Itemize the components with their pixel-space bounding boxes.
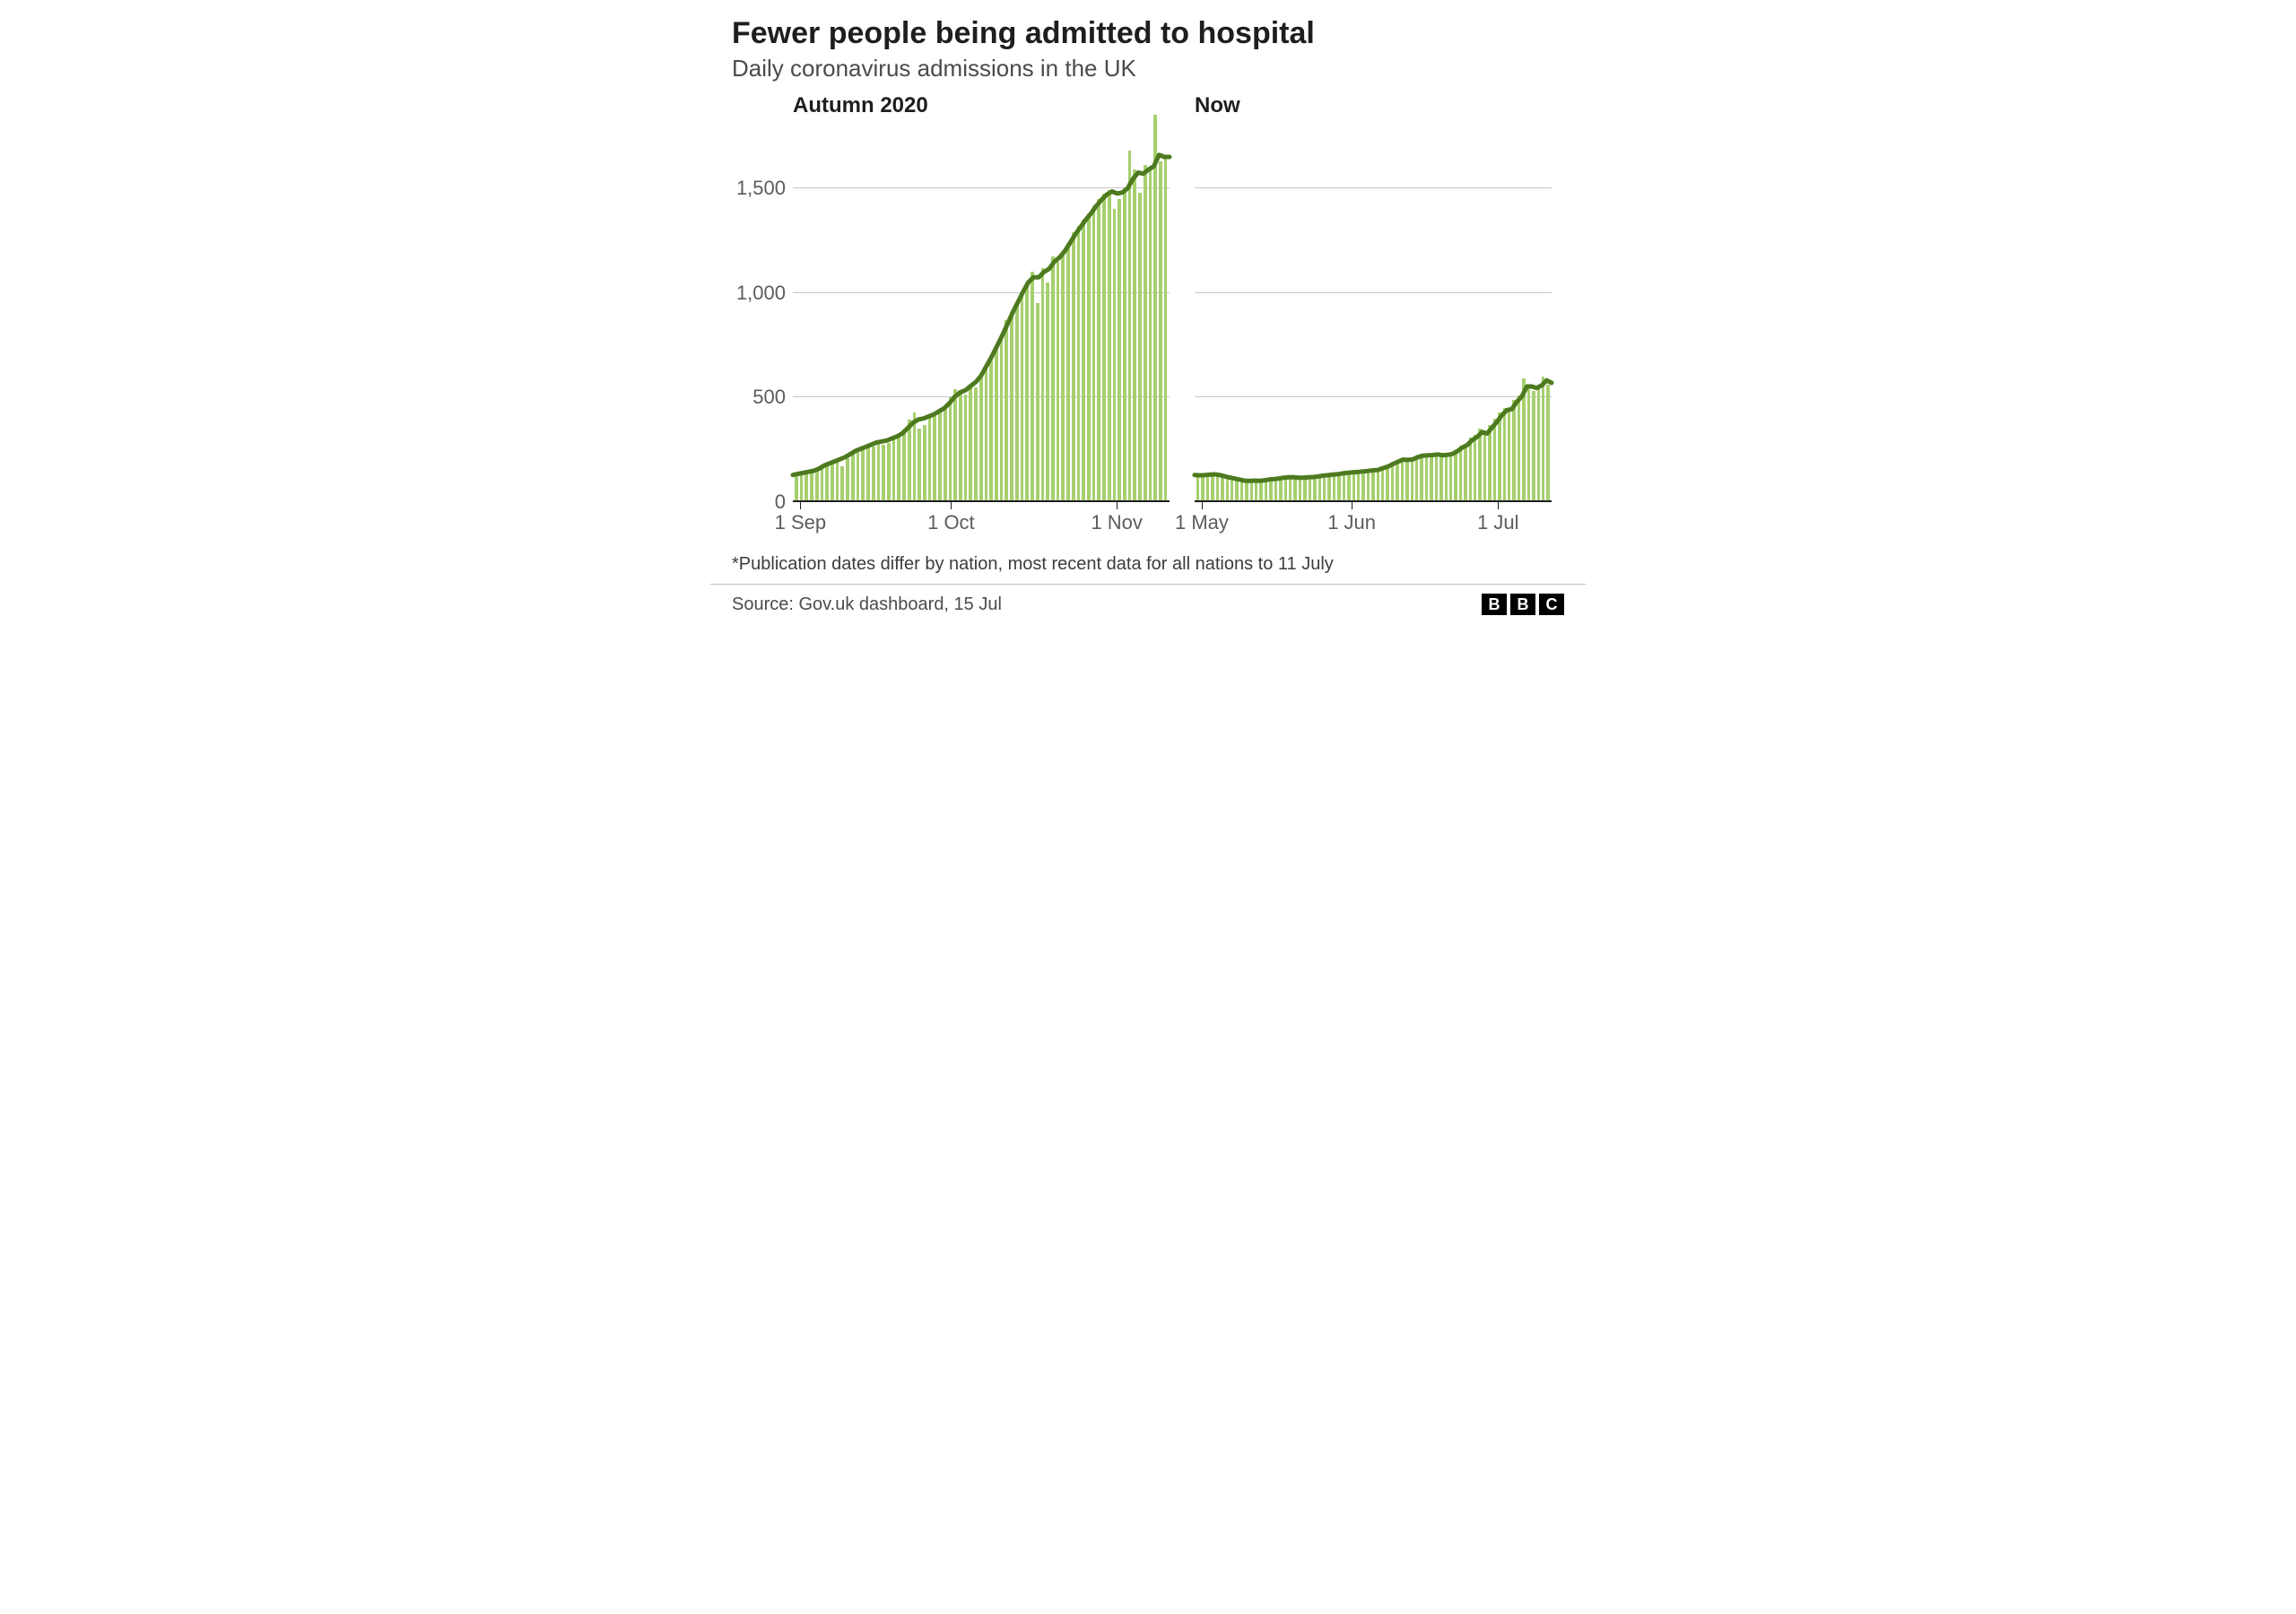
- bbc-logo: B B C: [1482, 594, 1564, 615]
- panel-now-plot: [1195, 126, 1552, 502]
- x-tick: [1117, 500, 1118, 509]
- bbc-logo-letter: C: [1539, 594, 1564, 615]
- chart-footer: Source: Gov.uk dashboard, 15 Jul B B C: [710, 584, 1586, 628]
- x-tick: [800, 500, 801, 509]
- chart-title: Fewer people being admitted to hospital: [732, 16, 1564, 51]
- panel-now: Now 1 May1 Jun1 Jul: [1195, 93, 1552, 529]
- x-tick-label: 1 Jul: [1477, 511, 1518, 534]
- panel-autumn: Autumn 2020 05001,0001,500 1 Sep1 Oct1 N…: [732, 93, 1170, 529]
- y-tick-label: 500: [752, 386, 786, 409]
- y-tick-label: 1,000: [736, 282, 786, 305]
- x-tick-label: 1 May: [1175, 511, 1229, 534]
- panel-autumn-plot: [793, 126, 1170, 502]
- bbc-logo-letter: B: [1510, 594, 1535, 615]
- trend-line: [793, 155, 1170, 475]
- panel-autumn-x-axis: 1 Sep1 Oct1 Nov: [793, 502, 1170, 529]
- y-axis: 05001,0001,500: [732, 126, 793, 502]
- x-tick-label: 1 Nov: [1091, 511, 1142, 534]
- chart-subtitle: Daily coronavirus admissions in the UK: [732, 55, 1564, 82]
- x-tick: [1202, 500, 1203, 509]
- bbc-logo-letter: B: [1482, 594, 1507, 615]
- panel-autumn-title: Autumn 2020: [793, 93, 928, 118]
- chart-panels: Autumn 2020 05001,0001,500 1 Sep1 Oct1 N…: [732, 93, 1564, 529]
- chart-note: *Publication dates differ by nation, mos…: [710, 540, 1586, 584]
- x-tick-label: 1 Jun: [1327, 511, 1376, 534]
- panel-now-title: Now: [1195, 93, 1552, 118]
- x-tick-label: 1 Sep: [775, 511, 827, 534]
- panel-now-x-axis: 1 May1 Jun1 Jul: [1195, 502, 1552, 529]
- x-tick: [951, 500, 952, 509]
- y-tick-label: 1,500: [736, 177, 786, 200]
- source-text: Source: Gov.uk dashboard, 15 Jul: [732, 594, 1002, 615]
- trend-line: [1195, 380, 1552, 481]
- x-tick-label: 1 Oct: [927, 511, 975, 534]
- chart-figure: Fewer people being admitted to hospital …: [710, 0, 1586, 628]
- x-tick: [1498, 500, 1499, 509]
